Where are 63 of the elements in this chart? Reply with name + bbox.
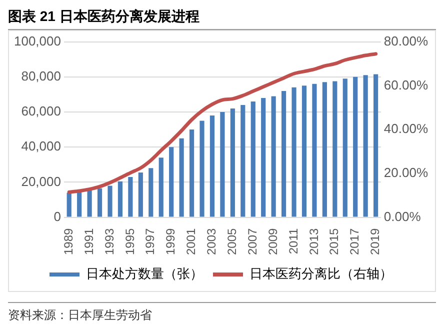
- x-tick-label: 2019: [368, 228, 382, 256]
- chart-title: 图表 21 日本医药分离发展进程: [8, 8, 436, 30]
- bar: [210, 116, 215, 217]
- bar: [261, 98, 266, 217]
- x-tick-label: 1989: [61, 228, 76, 256]
- bar: [302, 86, 307, 217]
- bar: [179, 138, 184, 217]
- bar: [281, 90, 286, 217]
- bar: [118, 181, 123, 217]
- y-tick-label: 60,000: [21, 104, 61, 119]
- x-tick-label: 2015: [327, 228, 342, 256]
- y2-tick-label: 60.00%: [384, 77, 428, 92]
- x-tick-label: 1999: [164, 228, 178, 256]
- bar: [128, 176, 133, 217]
- bar: [66, 192, 72, 217]
- x-tick-label: 2017: [348, 228, 362, 256]
- bar: [148, 168, 154, 217]
- y-tick-label: 40,000: [21, 138, 61, 154]
- bar: [220, 112, 225, 217]
- x-tick-label: 2001: [184, 228, 198, 256]
- bar: [374, 74, 378, 217]
- x-tick-label: 1993: [102, 228, 116, 256]
- y2-tick-label: 40.00%: [384, 121, 428, 136]
- line-series: [67, 52, 378, 194]
- bar: [271, 96, 276, 217]
- bar: [138, 172, 143, 217]
- bar: [292, 87, 296, 217]
- y2-tick-label: 20.00%: [384, 165, 428, 180]
- bar: [332, 81, 338, 217]
- bar: [363, 75, 368, 217]
- y-tick-label: 20,000: [21, 174, 61, 189]
- bar: [322, 82, 327, 217]
- x-tick-label: 1995: [122, 228, 137, 256]
- bar: [353, 76, 358, 217]
- legend-label: 日本处方数量（张）: [86, 266, 203, 282]
- text: 资料来源：日本厚生劳动省: [8, 302, 436, 324]
- x-tick-label: 1991: [82, 228, 96, 256]
- x-tick-label: 2007: [245, 228, 260, 256]
- bar: [97, 188, 102, 217]
- y2-tick-label: 80.00%: [384, 33, 428, 48]
- x-tick-label: 2011: [286, 228, 300, 254]
- bar: [250, 101, 256, 217]
- x-tick-label: 2013: [306, 228, 321, 256]
- x-tick-label: 2009: [266, 228, 280, 256]
- bar: [200, 120, 204, 217]
- bar: [342, 78, 348, 217]
- bar: [77, 192, 82, 217]
- x-tick-label: 2003: [204, 228, 219, 256]
- x-tick-label: 1997: [143, 228, 158, 256]
- bar: [108, 186, 112, 217]
- bar: [87, 190, 92, 217]
- y2-tick-label: 0.00%: [384, 208, 422, 224]
- bar: [169, 147, 174, 217]
- legend-label: 日本医药分离比（右轴）: [250, 266, 392, 282]
- x-tick-label: 2005: [224, 228, 239, 256]
- y-tick-label: 0: [54, 208, 61, 224]
- bar: [240, 104, 246, 217]
- y-tick-label: 80,000: [21, 68, 61, 84]
- y-tick-label: 100,000: [14, 33, 61, 48]
- bar: [230, 108, 235, 217]
- bar: [189, 130, 194, 217]
- bar: [158, 158, 164, 217]
- bar: [312, 84, 317, 217]
